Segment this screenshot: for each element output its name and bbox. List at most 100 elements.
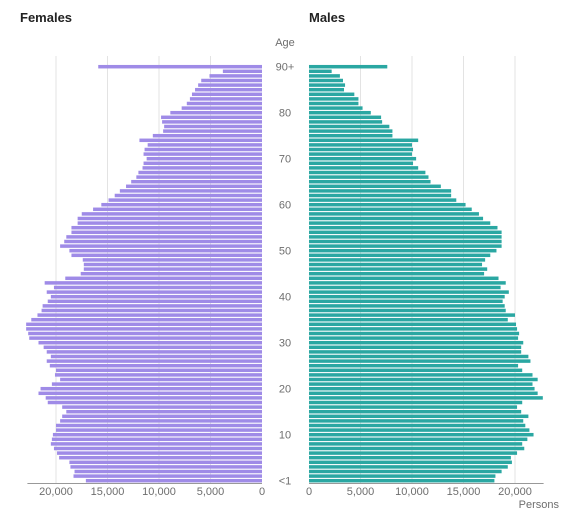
female-bar-age-88 <box>209 74 262 78</box>
male-bar-age-67 <box>309 170 426 175</box>
female-bar-age-90 <box>98 64 262 69</box>
females-x-tick-label: 10,000 <box>142 486 176 498</box>
male-bar-age-39 <box>309 299 503 304</box>
male-bar-age-8 <box>309 442 523 446</box>
age-tick-label: 10 <box>279 430 291 442</box>
age-tick-label: 90+ <box>276 62 295 74</box>
male-bar-age-64 <box>309 184 441 189</box>
male-bar-age-24 <box>309 368 523 373</box>
male-bar-age-45 <box>309 271 485 276</box>
female-bar-age-23 <box>54 373 262 377</box>
males-x-tick-label: 10,000 <box>395 486 429 498</box>
male-bar-age-3 <box>309 465 508 469</box>
female-bar-age-65 <box>131 179 262 184</box>
female-bar-age-81 <box>181 106 262 110</box>
male-bar-age-4 <box>309 460 512 465</box>
age-tick-label: 70 <box>279 154 291 166</box>
female-bar-age-85 <box>195 87 262 92</box>
male-bar-age-20 <box>309 386 535 391</box>
female-bar-age-37 <box>41 308 262 313</box>
female-bar-age-42 <box>53 285 262 290</box>
female-bar-age-24 <box>56 368 262 373</box>
male-bar-age-44 <box>309 276 499 281</box>
male-bar-age-40 <box>309 294 505 299</box>
female-bar-age-46 <box>83 267 262 271</box>
male-bar-age-63 <box>309 189 452 193</box>
male-bar-age-52 <box>309 239 502 244</box>
female-bar-age-52 <box>64 239 263 244</box>
male-bar-age-18 <box>309 396 543 400</box>
female-bar-age-49 <box>71 253 262 258</box>
male-bar-age-11 <box>309 428 530 432</box>
male-bar-age-2 <box>309 469 502 474</box>
male-bar-age-78 <box>309 120 383 124</box>
x-axis-label: Persons <box>519 499 560 511</box>
female-bar-age-18 <box>45 396 263 400</box>
male-bar-age-60 <box>309 202 466 207</box>
female-bar-age-54 <box>71 230 262 235</box>
female-bar-age-80 <box>170 110 262 115</box>
female-bar-age-40 <box>50 294 262 299</box>
female-bar-age-86 <box>198 83 262 87</box>
female-bar-age-87 <box>201 78 262 83</box>
female-bar-age-5 <box>59 455 263 460</box>
male-bar-age-48 <box>309 258 486 262</box>
female-bar-age-53 <box>66 235 262 239</box>
male-bar-age-9 <box>309 437 528 442</box>
male-bar-age-0 <box>309 478 495 483</box>
female-bar-age-25 <box>49 363 262 368</box>
male-bar-age-26 <box>309 359 531 363</box>
female-bar-age-32 <box>28 331 262 336</box>
male-bar-age-89 <box>309 69 332 74</box>
female-bar-age-67 <box>138 170 262 175</box>
males-x-tick-label: 20,000 <box>498 486 532 498</box>
male-bar-age-71 <box>309 152 412 156</box>
age-axis-label: Age <box>275 37 295 49</box>
males-bars <box>309 64 543 483</box>
female-bar-age-63 <box>119 189 262 193</box>
male-bar-age-23 <box>309 373 533 377</box>
male-bar-age-7 <box>309 446 525 451</box>
age-tick-label: 80 <box>279 108 291 120</box>
male-bar-age-16 <box>309 405 518 409</box>
males-x-tick-label: 15,000 <box>447 486 481 498</box>
male-bar-age-57 <box>309 216 484 221</box>
age-axis-ticks: <1 10 20 30 40 50 60 70 80 90+ <box>276 62 295 488</box>
female-bar-age-75 <box>152 133 262 138</box>
age-tick-label: <1 <box>279 476 292 488</box>
male-bar-age-37 <box>309 308 506 313</box>
male-bar-age-31 <box>309 336 519 340</box>
age-tick-label: 60 <box>279 200 291 212</box>
male-bar-age-38 <box>309 304 505 308</box>
female-bar-age-19 <box>38 391 262 396</box>
females-x-tick-label: 15,000 <box>91 486 125 498</box>
male-bar-age-25 <box>309 363 519 368</box>
male-bar-age-84 <box>309 92 355 97</box>
female-bar-age-50 <box>69 248 262 253</box>
female-bar-age-56 <box>77 221 262 225</box>
male-bar-age-13 <box>309 419 524 423</box>
male-bar-age-28 <box>309 350 522 354</box>
age-tick-label: 50 <box>279 246 291 258</box>
male-bar-age-29 <box>309 345 522 350</box>
female-bar-age-70 <box>146 156 262 161</box>
male-bar-age-42 <box>309 285 501 290</box>
male-bar-age-5 <box>309 455 511 460</box>
male-bar-age-65 <box>309 179 431 184</box>
female-bar-age-78 <box>162 120 262 124</box>
male-bar-age-58 <box>309 212 479 216</box>
male-bar-age-17 <box>309 400 523 405</box>
female-bar-age-38 <box>42 304 262 308</box>
female-bar-age-11 <box>56 428 262 432</box>
male-bar-age-87 <box>309 78 343 83</box>
male-bar-age-27 <box>309 354 529 359</box>
female-bar-age-64 <box>126 184 262 189</box>
male-bar-age-55 <box>309 225 498 230</box>
female-bar-age-66 <box>136 175 262 179</box>
female-bar-age-59 <box>93 207 262 212</box>
females-x-tick-label: 0 <box>259 486 265 498</box>
females-x-tick-label: 5,000 <box>197 486 225 498</box>
female-bar-age-20 <box>40 386 262 391</box>
female-bar-age-1 <box>73 474 262 478</box>
